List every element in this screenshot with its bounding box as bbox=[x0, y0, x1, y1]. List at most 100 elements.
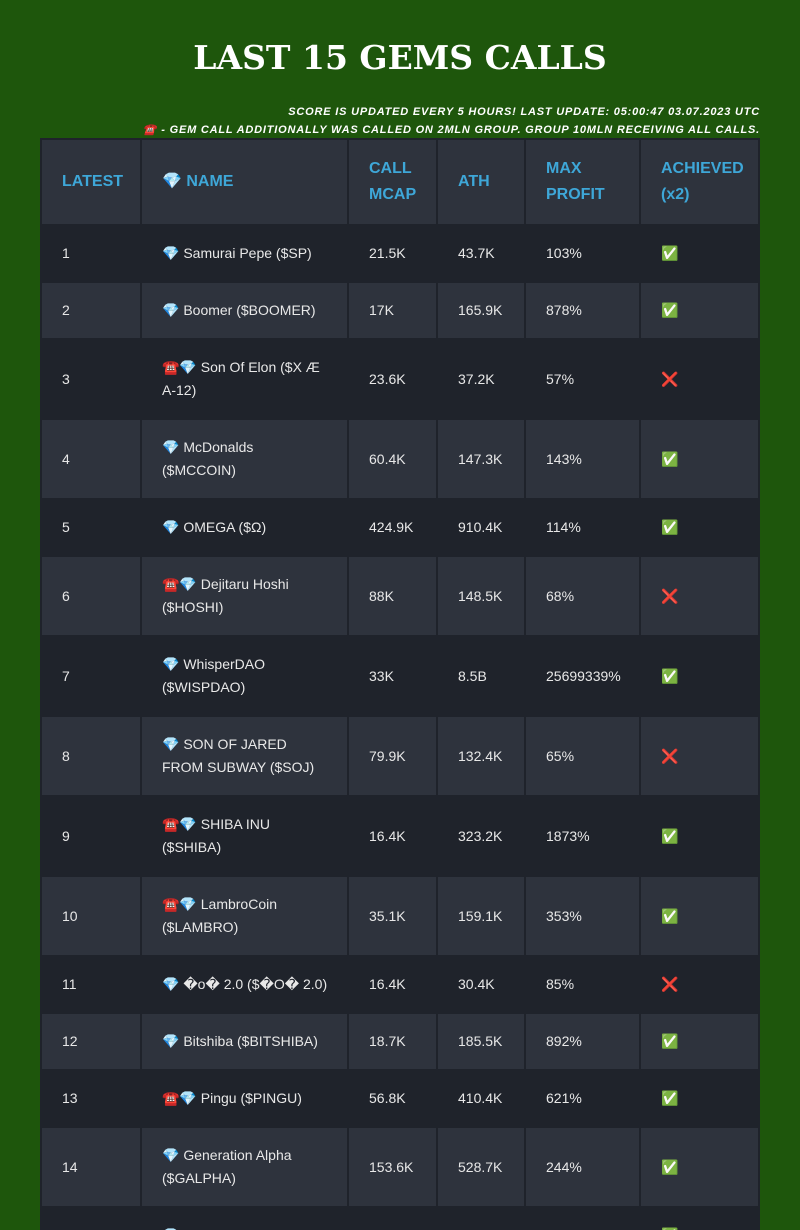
table-cell: 410.4K bbox=[438, 1071, 524, 1126]
table-cell: 621% bbox=[526, 1071, 639, 1126]
table-row: 10 ☎️💎 LambroCoin ($LAMBRO) 35.1K 159.1K 353… bbox=[42, 877, 758, 955]
table-cell: 💎 Boomer ($BOOMER) bbox=[142, 283, 347, 338]
table-cell: 30.4K bbox=[438, 957, 524, 1012]
table-row: 4 💎 McDonalds ($MCCOIN) 60.4K 147.3K 143% ✅ bbox=[42, 420, 758, 498]
table-cell: 65% bbox=[526, 717, 639, 795]
column-header: 💎 NAME bbox=[142, 140, 347, 224]
page-title: LAST 15 GEMS CALLS bbox=[193, 38, 607, 77]
table-row: 7 💎 WhisperDAO ($WISPDAO) 33K 8.5B 25699339%… bbox=[42, 637, 758, 715]
table-cell: 💎 SON OF JARED FROM SUBWAY ($SOJ) bbox=[142, 717, 347, 795]
table-cell: 25699339% bbox=[526, 637, 639, 715]
table-row: 13 ☎️💎 Pingu ($PINGU) 56.8K 410.4K 621% ✅ bbox=[42, 1071, 758, 1126]
table-cell: 85% bbox=[526, 957, 639, 1012]
table-cell: 528.7K bbox=[438, 1128, 524, 1206]
table-cell: 910.4K bbox=[438, 500, 524, 555]
table-cell: 💎 OMEGA ($Ω) bbox=[142, 500, 347, 555]
table-row: 6 ☎️💎 Dejitaru Hoshi ($HOSHI) 88K 148.5K 68%… bbox=[42, 557, 758, 635]
table-cell: ✅ bbox=[641, 1014, 758, 1069]
table-cell: 15 bbox=[42, 1208, 140, 1230]
table-row: 9 ☎️💎 SHIBA INU ($SHIBA) 16.4K 323.2K 1873% ✅ bbox=[42, 797, 758, 875]
update-note: SCORE IS UPDATED EVERY 5 HOURS! LAST UPD… bbox=[288, 106, 760, 118]
table-cell: ✅ bbox=[641, 1128, 758, 1206]
table-cell: 103% bbox=[526, 226, 639, 281]
table-row: 15💎 ZOOMER ($ZOOMER)251.6K4M1490%✅ bbox=[42, 1208, 758, 1230]
table-cell: 878% bbox=[526, 283, 639, 338]
table-cell: 79.9K bbox=[349, 717, 436, 795]
table-cell: 💎 Samurai Pepe ($SP) bbox=[142, 226, 347, 281]
table-cell: ☎️💎 SHIBA INU ($SHIBA) bbox=[142, 797, 347, 875]
table-row: 8 💎 SON OF JARED FROM SUBWAY ($SOJ) 79.9K 1… bbox=[42, 717, 758, 795]
column-header: CALL MCAP bbox=[349, 140, 436, 224]
table-cell: ☎️💎 Pingu ($PINGU) bbox=[142, 1071, 347, 1126]
table-cell: 57% bbox=[526, 340, 639, 418]
legend-note: ☎️ - GEM CALL ADDITIONALLY WAS CALLED ON… bbox=[142, 124, 760, 136]
table-cell: ✅ bbox=[641, 226, 758, 281]
table-cell: 353% bbox=[526, 877, 639, 955]
table-cell: 1873% bbox=[526, 797, 639, 875]
table-cell: 5 bbox=[42, 500, 140, 555]
table-cell: 33K bbox=[349, 637, 436, 715]
table-cell: ❌ bbox=[641, 557, 758, 635]
column-header: ATH bbox=[438, 140, 524, 224]
table-cell: 💎 Bitshiba ($BITSHIBA) bbox=[142, 1014, 347, 1069]
table-cell: 14 bbox=[42, 1128, 140, 1206]
table-cell: 153.6K bbox=[349, 1128, 436, 1206]
table-cell: 323.2K bbox=[438, 797, 524, 875]
table-row: 5 💎 OMEGA ($Ω) 424.9K 910.4K 114% ✅ bbox=[42, 500, 758, 555]
table-cell: 114% bbox=[526, 500, 639, 555]
table-cell: 21.5K bbox=[349, 226, 436, 281]
table-cell: 💎 ZOOMER ($ZOOMER) bbox=[142, 1208, 347, 1230]
table-cell: ☎️💎 Son Of Elon ($X Æ A-12) bbox=[142, 340, 347, 418]
table-cell: 56.8K bbox=[349, 1071, 436, 1126]
table-cell: 251.6K bbox=[349, 1208, 436, 1230]
table-cell: 68% bbox=[526, 557, 639, 635]
column-header: ACHIEVED (x2) bbox=[641, 140, 758, 224]
table-cell: 💎 �o� 2.0 ($�O� 2.0) bbox=[142, 957, 347, 1012]
table-cell: 165.9K bbox=[438, 283, 524, 338]
header-row: LATEST 💎 NAME CALL MCAP ATH MAX PROFIT ACHIEV… bbox=[42, 140, 758, 224]
table-cell: 16.4K bbox=[349, 797, 436, 875]
table-cell: 17K bbox=[349, 283, 436, 338]
table-cell: ❌ bbox=[641, 340, 758, 418]
table-cell: 12 bbox=[42, 1014, 140, 1069]
table-cell: ✅ bbox=[641, 283, 758, 338]
table-cell: 185.5K bbox=[438, 1014, 524, 1069]
table-cell: 4M bbox=[438, 1208, 524, 1230]
table-cell: 11 bbox=[42, 957, 140, 1012]
table-cell: 7 bbox=[42, 637, 140, 715]
table-row: 11 💎 �o� 2.0 ($�O� 2.0) 16.4K 30.4K 85% ❌ bbox=[42, 957, 758, 1012]
table-cell: ✅ bbox=[641, 877, 758, 955]
table-cell: 35.1K bbox=[349, 877, 436, 955]
table-cell: 4 bbox=[42, 420, 140, 498]
table-cell: 143% bbox=[526, 420, 639, 498]
table-cell: ✅ bbox=[641, 1208, 758, 1230]
column-header: MAX PROFIT bbox=[526, 140, 639, 224]
table-cell: 3 bbox=[42, 340, 140, 418]
table-cell: ☎️💎 Dejitaru Hoshi ($HOSHI) bbox=[142, 557, 347, 635]
table-cell: ✅ bbox=[641, 420, 758, 498]
table-cell: 16.4K bbox=[349, 957, 436, 1012]
table-cell: 147.3K bbox=[438, 420, 524, 498]
table-cell: 424.9K bbox=[349, 500, 436, 555]
table-cell: 9 bbox=[42, 797, 140, 875]
table-cell: 13 bbox=[42, 1071, 140, 1126]
table-row: 1 💎 Samurai Pepe ($SP) 21.5K 43.7K 103% ✅ bbox=[42, 226, 758, 281]
table-cell: 43.7K bbox=[438, 226, 524, 281]
table-cell: 1 bbox=[42, 226, 140, 281]
table-cell: ❌ bbox=[641, 957, 758, 1012]
gems-table: LATEST 💎 NAME CALL MCAP ATH MAX PROFIT ACHIEV… bbox=[40, 138, 760, 1230]
table-cell: ✅ bbox=[641, 500, 758, 555]
table-cell: 2 bbox=[42, 283, 140, 338]
table-cell: ✅ bbox=[641, 637, 758, 715]
table-cell: ❌ bbox=[641, 717, 758, 795]
table-cell: 8.5B bbox=[438, 637, 524, 715]
table-cell: 37.2K bbox=[438, 340, 524, 418]
table-cell: 💎 McDonalds ($MCCOIN) bbox=[142, 420, 347, 498]
table-cell: 23.6K bbox=[349, 340, 436, 418]
table-cell: 💎 Generation Alpha ($GALPHA) bbox=[142, 1128, 347, 1206]
table-cell: 10 bbox=[42, 877, 140, 955]
table-row: 14 💎 Generation Alpha ($GALPHA) 153.6K 528.… bbox=[42, 1128, 758, 1206]
table-cell: ✅ bbox=[641, 797, 758, 875]
table-row: 2 💎 Boomer ($BOOMER) 17K 165.9K 878% ✅ bbox=[42, 283, 758, 338]
table-cell: 132.4K bbox=[438, 717, 524, 795]
